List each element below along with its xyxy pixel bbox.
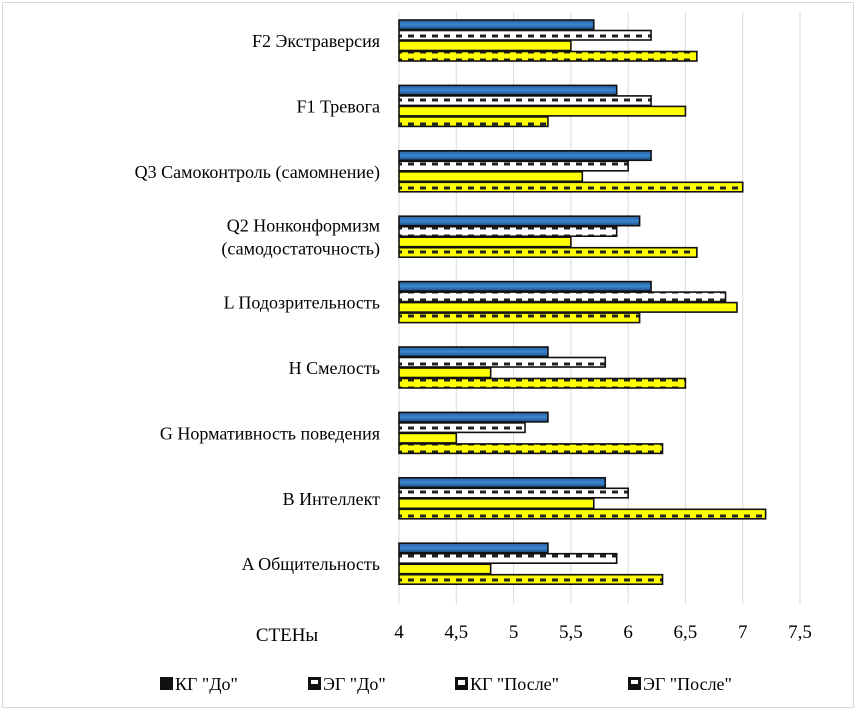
bar-1-2: [398, 84, 618, 96]
bars: [398, 19, 767, 586]
bar-3-1: [398, 40, 572, 52]
bar-2-7: [398, 422, 526, 434]
bar-3-5: [398, 301, 738, 313]
bar-1-8: [398, 476, 607, 489]
bar-2-4: [398, 225, 618, 237]
category-label: Q3 Самоконтроль (самомнение): [135, 162, 380, 183]
legend-label: ЭГ "После": [643, 674, 732, 694]
bar-1-4: [398, 215, 641, 227]
x-tick-label: 7,5: [788, 622, 812, 643]
x-axis-title: СТЕНы: [256, 625, 319, 646]
bar-2-6: [398, 356, 607, 368]
category-label: F1 Тревога: [296, 96, 380, 116]
x-tick-label: 5: [509, 622, 519, 643]
category-label: Q2 Нонконформизм: [227, 216, 380, 236]
legend-label: ЭГ "До": [323, 674, 386, 694]
bar-4-7: [398, 443, 664, 455]
bar-4-9: [398, 573, 664, 586]
legend-swatch-mark: [311, 680, 318, 684]
category-label: G Нормативность поведения: [160, 423, 380, 443]
x-tick-label: 6,5: [674, 622, 698, 643]
legend-swatch-mark: [458, 680, 465, 685]
x-tick-labels: 4 4,5 5 5,5 6 6,5 7 7,5: [394, 622, 812, 643]
bar-2-2: [398, 95, 652, 107]
bar-3-6: [398, 367, 492, 379]
bar-4-1: [398, 50, 698, 62]
bar-3-8: [398, 497, 595, 510]
category-label: H Смелость: [289, 358, 380, 378]
x-tick-label: 4: [394, 622, 404, 643]
x-tick-label: 6: [623, 622, 633, 643]
bar-4-4: [398, 246, 698, 258]
bar-3-3: [398, 171, 584, 183]
bar-2-8: [398, 487, 629, 499]
category-label: (самодостаточность): [221, 239, 380, 260]
x-tick-label: 4,5: [444, 622, 468, 643]
bar-2-1: [398, 29, 652, 41]
bar-4-5: [398, 312, 641, 324]
legend-label: КГ "После": [470, 674, 559, 694]
category-label: B Интеллект: [283, 489, 380, 509]
bar-3-4: [398, 236, 572, 248]
legend-label: КГ "До": [175, 674, 238, 694]
category-label: A Общительность: [242, 554, 380, 574]
x-tick-label: 7: [738, 622, 748, 643]
bar-4-6: [398, 377, 687, 389]
legend: КГ "До" ЭГ "До" КГ "После" ЭГ "После": [160, 674, 732, 694]
bar-1-6: [398, 346, 549, 358]
bar-2-3: [398, 160, 629, 172]
bar-1-1: [398, 19, 595, 31]
bar-1-9: [398, 542, 549, 554]
bar-4-2: [398, 116, 549, 128]
bar-3-7: [398, 432, 458, 444]
bar-1-7: [398, 411, 549, 423]
legend-swatch: [160, 677, 173, 690]
bar-4-3: [398, 181, 744, 193]
bar-1-5: [398, 280, 652, 292]
bar-1-3: [398, 150, 652, 162]
bar-2-5: [398, 291, 727, 303]
bar-3-9: [398, 563, 492, 575]
category-label: L Подозрительность: [224, 293, 380, 313]
x-tick-label: 5,5: [559, 622, 583, 643]
legend-swatch-mark: [631, 680, 638, 684]
bar-4-8: [398, 508, 767, 520]
bar-2-9: [398, 552, 618, 565]
category-label: F2 Экстраверсия: [252, 31, 380, 51]
category-labels: F2 Экстраверсия F1 Тревога Q3 Самоконтроль…: [135, 31, 381, 574]
bar-3-2: [398, 105, 687, 117]
